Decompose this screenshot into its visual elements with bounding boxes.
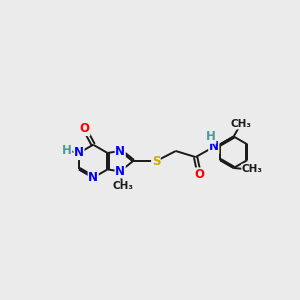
Text: CH₃: CH₃ [242, 164, 263, 174]
Text: N: N [209, 140, 219, 153]
Text: O: O [80, 122, 90, 136]
Text: H: H [62, 144, 72, 157]
Text: CH₃: CH₃ [112, 182, 133, 191]
Text: N: N [115, 165, 125, 178]
Text: H: H [206, 130, 216, 143]
Text: O: O [194, 168, 204, 181]
Text: CH₃: CH₃ [230, 119, 251, 129]
Text: N: N [74, 146, 84, 160]
Text: N: N [115, 145, 125, 158]
Text: S: S [152, 155, 160, 168]
Text: N: N [88, 171, 98, 184]
